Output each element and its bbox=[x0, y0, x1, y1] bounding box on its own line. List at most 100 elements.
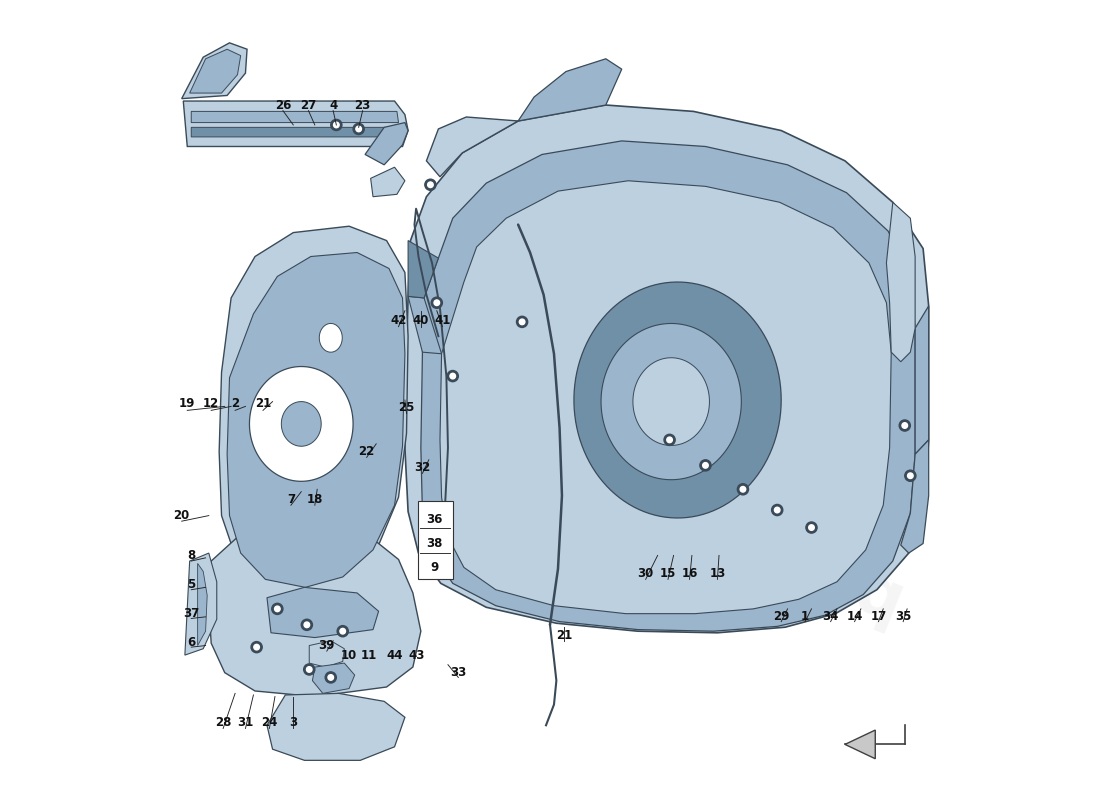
Polygon shape bbox=[408, 241, 439, 298]
Text: 11: 11 bbox=[361, 649, 377, 662]
Text: 17: 17 bbox=[870, 610, 887, 623]
Text: 10: 10 bbox=[341, 649, 358, 662]
Polygon shape bbox=[887, 202, 915, 362]
Circle shape bbox=[337, 626, 349, 637]
Polygon shape bbox=[845, 730, 876, 758]
Circle shape bbox=[700, 460, 711, 471]
Text: 6: 6 bbox=[187, 636, 196, 649]
Text: 34: 34 bbox=[823, 610, 839, 623]
Polygon shape bbox=[267, 694, 405, 760]
Text: 41: 41 bbox=[434, 314, 451, 326]
Polygon shape bbox=[574, 282, 781, 518]
Text: 24: 24 bbox=[261, 716, 277, 730]
Text: 36: 36 bbox=[426, 513, 442, 526]
Circle shape bbox=[664, 434, 675, 446]
Text: 39: 39 bbox=[319, 639, 336, 652]
Text: 31: 31 bbox=[238, 716, 254, 730]
Circle shape bbox=[254, 644, 260, 650]
Text: 2: 2 bbox=[231, 398, 239, 410]
Circle shape bbox=[272, 603, 283, 614]
Circle shape bbox=[908, 473, 913, 478]
Text: 14: 14 bbox=[846, 610, 862, 623]
Polygon shape bbox=[632, 358, 710, 446]
Circle shape bbox=[450, 374, 455, 379]
Polygon shape bbox=[408, 296, 441, 354]
Text: 8: 8 bbox=[187, 549, 196, 562]
Text: PartSouq: PartSouq bbox=[569, 448, 914, 639]
Polygon shape bbox=[191, 111, 398, 122]
Polygon shape bbox=[282, 402, 321, 446]
Circle shape bbox=[304, 664, 315, 675]
Text: 40: 40 bbox=[412, 314, 429, 326]
Polygon shape bbox=[371, 167, 405, 197]
Circle shape bbox=[333, 122, 339, 128]
Text: 26: 26 bbox=[275, 98, 292, 111]
Text: 3: 3 bbox=[289, 716, 297, 730]
Circle shape bbox=[251, 642, 262, 653]
Circle shape bbox=[356, 126, 362, 132]
Polygon shape bbox=[319, 323, 342, 352]
Circle shape bbox=[737, 484, 748, 495]
Circle shape bbox=[806, 522, 817, 533]
Polygon shape bbox=[901, 440, 928, 553]
Circle shape bbox=[771, 505, 783, 515]
Circle shape bbox=[307, 666, 312, 672]
Text: 33: 33 bbox=[450, 666, 466, 679]
Circle shape bbox=[902, 422, 908, 428]
Polygon shape bbox=[219, 226, 408, 590]
Polygon shape bbox=[209, 527, 421, 697]
Polygon shape bbox=[365, 122, 408, 165]
Circle shape bbox=[328, 674, 333, 680]
Text: 21: 21 bbox=[557, 629, 572, 642]
Circle shape bbox=[519, 319, 525, 325]
Polygon shape bbox=[189, 50, 241, 93]
Polygon shape bbox=[191, 127, 403, 137]
Polygon shape bbox=[267, 587, 378, 638]
Text: 27: 27 bbox=[300, 98, 317, 111]
Text: 16: 16 bbox=[681, 567, 697, 580]
Text: 15: 15 bbox=[660, 567, 676, 580]
Polygon shape bbox=[405, 105, 928, 633]
Circle shape bbox=[899, 420, 911, 431]
Circle shape bbox=[517, 316, 528, 327]
Polygon shape bbox=[185, 553, 217, 655]
Text: 38: 38 bbox=[426, 537, 442, 550]
Text: 20: 20 bbox=[174, 509, 190, 522]
Text: 7: 7 bbox=[287, 493, 295, 506]
Circle shape bbox=[431, 297, 442, 308]
Polygon shape bbox=[309, 641, 344, 667]
Text: 22: 22 bbox=[359, 446, 375, 458]
Circle shape bbox=[703, 462, 708, 468]
Text: 43: 43 bbox=[409, 649, 425, 662]
Polygon shape bbox=[421, 141, 915, 631]
Text: illustration for reference only: illustration for reference only bbox=[396, 431, 608, 528]
Polygon shape bbox=[198, 563, 207, 646]
Text: 29: 29 bbox=[773, 610, 790, 623]
Circle shape bbox=[326, 672, 337, 683]
Circle shape bbox=[353, 123, 364, 134]
FancyBboxPatch shape bbox=[418, 502, 453, 579]
Circle shape bbox=[304, 622, 309, 628]
Text: 37: 37 bbox=[183, 607, 199, 620]
Circle shape bbox=[428, 182, 433, 187]
Text: 1: 1 bbox=[801, 610, 810, 623]
Polygon shape bbox=[427, 117, 518, 177]
Text: 32: 32 bbox=[415, 462, 430, 474]
Circle shape bbox=[425, 179, 436, 190]
Text: 21: 21 bbox=[255, 398, 271, 410]
Text: 13: 13 bbox=[710, 567, 726, 580]
Circle shape bbox=[340, 629, 345, 634]
Text: 30: 30 bbox=[638, 567, 653, 580]
Circle shape bbox=[808, 525, 814, 530]
Text: 44: 44 bbox=[386, 649, 403, 662]
Text: 28: 28 bbox=[214, 716, 231, 730]
Circle shape bbox=[905, 470, 916, 482]
Circle shape bbox=[448, 370, 459, 382]
Text: 35: 35 bbox=[895, 610, 912, 623]
Circle shape bbox=[774, 507, 780, 513]
Polygon shape bbox=[182, 43, 248, 98]
Polygon shape bbox=[250, 366, 353, 482]
Text: 4: 4 bbox=[329, 98, 338, 111]
Circle shape bbox=[740, 486, 746, 492]
Circle shape bbox=[275, 606, 280, 612]
